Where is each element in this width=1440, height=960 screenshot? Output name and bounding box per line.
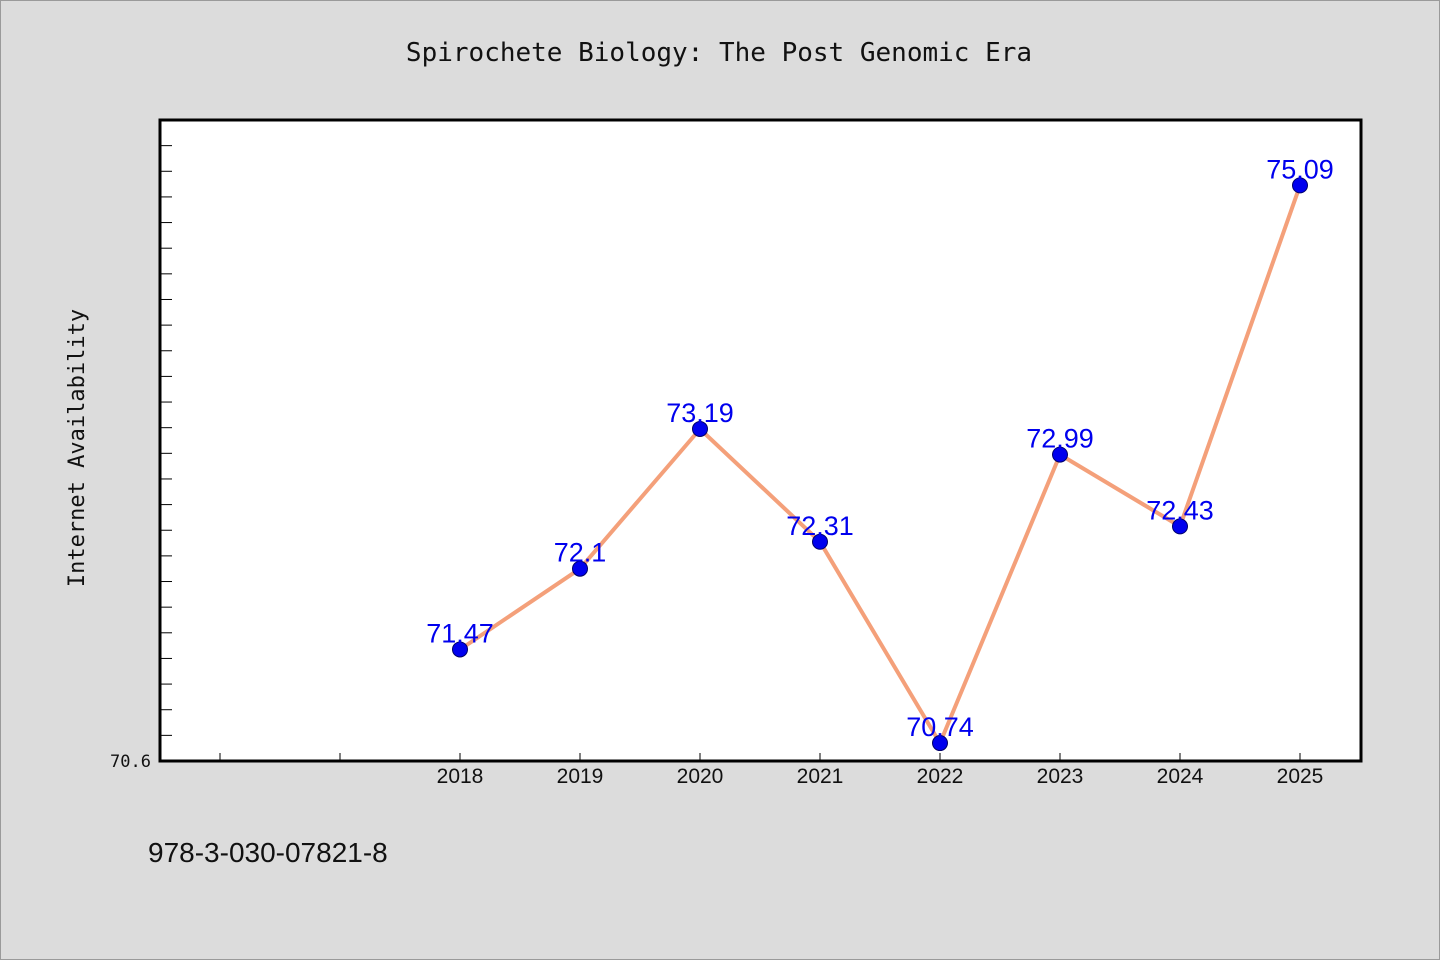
y-axis-ticks <box>160 119 172 736</box>
series-line <box>458 183 1302 746</box>
x-tick-label: 2024 <box>1157 765 1204 788</box>
x-axis-ticks <box>219 753 1301 761</box>
data-point-marker <box>1292 177 1308 194</box>
data-point-label: 70.74 <box>906 712 974 742</box>
data-point-marker <box>452 641 468 658</box>
data-point-label: 72.1 <box>554 538 607 568</box>
isbn-text: 978-3-030-07821-8 <box>148 837 388 868</box>
x-tick-label: 2018 <box>437 765 484 788</box>
y-tick-label-min: 70.6 <box>110 752 151 772</box>
series-data-labels: 71.47 72.1 73.19 72.31 70.74 72.99 72.43 75.09 <box>426 154 1334 742</box>
data-point-marker <box>812 533 828 550</box>
x-tick-label: 2023 <box>1037 765 1084 788</box>
data-point-label: 73.19 <box>666 398 734 428</box>
data-point-label: 75.09 <box>1266 154 1334 184</box>
data-point-marker <box>572 560 588 577</box>
series-markers <box>452 177 1308 752</box>
data-point-marker <box>932 735 948 752</box>
data-point-marker <box>1052 446 1068 463</box>
x-tick-label: 2021 <box>797 765 844 788</box>
data-point-label: 72.43 <box>1146 495 1214 525</box>
chart-title: Spirochete Biology: The Post Genomic Era <box>406 38 1032 68</box>
x-tick-label: 2025 <box>1277 765 1324 788</box>
data-point-label: 71.47 <box>426 618 494 648</box>
data-point-marker <box>1172 518 1188 535</box>
x-tick-label: 2019 <box>557 765 604 788</box>
data-point-marker <box>692 420 708 437</box>
plot-area <box>158 118 1363 763</box>
x-axis-tick-labels: 2018 2019 2020 2021 2022 2023 2024 2025 <box>437 765 1324 788</box>
data-point-label: 72.99 <box>1026 424 1094 454</box>
y-axis-label: Internet Availability <box>65 309 90 587</box>
series-line-group <box>458 183 1302 746</box>
x-tick-label: 2022 <box>917 765 964 788</box>
x-tick-label: 2020 <box>677 765 724 788</box>
data-point-label: 72.31 <box>786 511 854 541</box>
